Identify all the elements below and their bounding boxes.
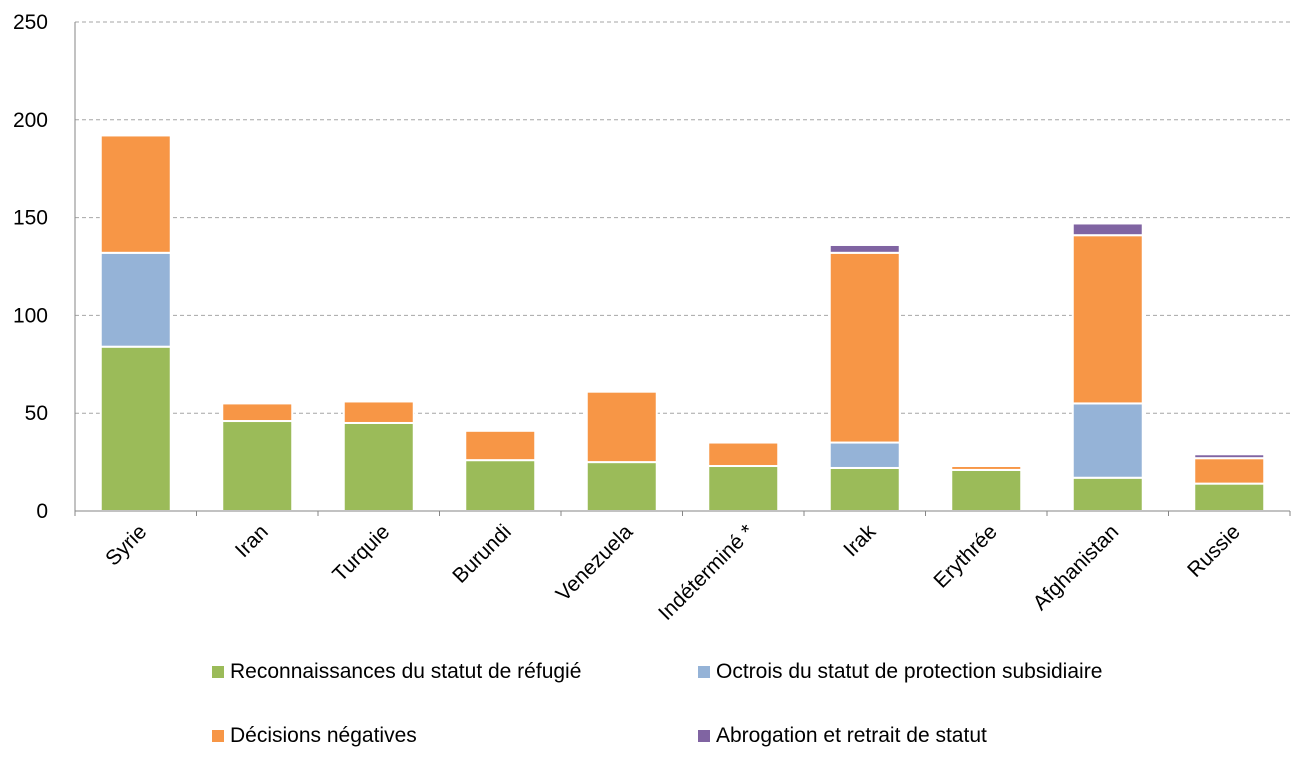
bar-segment (1193, 457, 1266, 485)
bars (99, 134, 1266, 513)
x-tick-label: Indéterminé * (654, 520, 759, 625)
bar-segment (99, 134, 172, 254)
y-tick-label: 50 (25, 402, 48, 425)
x-tick-label: Afghanistan (1029, 520, 1124, 615)
x-tick-label: Turquie (328, 520, 394, 586)
x-tick-label: Erythrée (929, 520, 1001, 592)
bar-segment (828, 243, 901, 254)
y-tick-label: 150 (13, 207, 48, 230)
bar-segment (1193, 482, 1266, 512)
x-tick-label: Irak (839, 520, 880, 561)
bar-segment (99, 251, 172, 348)
bar-segment (828, 466, 901, 512)
bar-segment (1071, 222, 1144, 237)
bar-segment (342, 421, 415, 513)
bar-segment (950, 468, 1023, 513)
bar-segment (1071, 234, 1144, 405)
bar-segment (221, 420, 294, 512)
bar-segment (342, 400, 415, 424)
bar-segment (585, 461, 658, 513)
bar-segment (1071, 402, 1144, 479)
bar-segment (1071, 476, 1144, 512)
y-tick-label: 250 (13, 11, 48, 34)
x-tick-label: Venezuela (552, 520, 638, 606)
bar-segment (828, 441, 901, 469)
bar-segment (707, 465, 780, 512)
y-tick-label: 200 (13, 109, 48, 132)
bar-segment (464, 459, 537, 513)
bar-segment (828, 251, 901, 444)
x-tick-label: Iran (231, 520, 273, 562)
x-tick-label: Burundi (448, 520, 515, 587)
bar-segment (464, 429, 537, 462)
bar-segment (950, 465, 1023, 471)
bar-segment (99, 345, 172, 513)
x-tick-label: Russie (1183, 520, 1245, 582)
bar-segment (221, 402, 294, 423)
bar-segment (707, 441, 780, 468)
bar-segment (1193, 453, 1266, 460)
bar-segment (585, 390, 658, 464)
x-tick-label: Syrie (101, 520, 151, 570)
y-tick-label: 100 (13, 304, 48, 327)
y-tick-label: 0 (36, 500, 48, 523)
